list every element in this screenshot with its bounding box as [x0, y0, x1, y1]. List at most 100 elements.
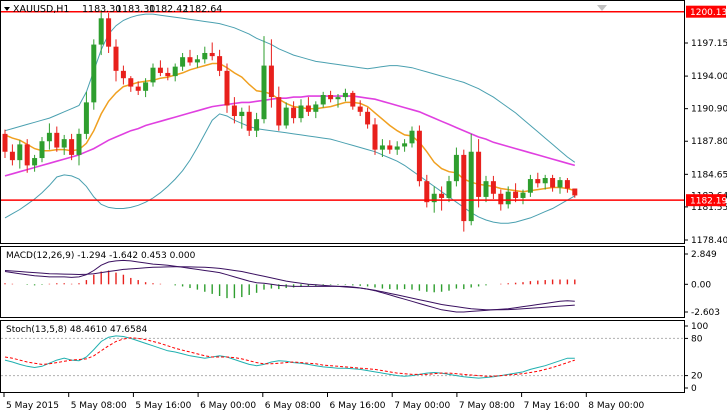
candle-body	[217, 56, 223, 71]
candle	[439, 186, 445, 211]
candle	[298, 99, 304, 123]
candle	[76, 128, 82, 166]
candle	[276, 86, 282, 131]
stochastic-panel	[0, 320, 685, 393]
candle	[261, 36, 267, 124]
candle	[239, 107, 245, 129]
candle	[446, 175, 452, 203]
macd-main-line	[4, 259, 575, 313]
price-tag-label: 1182.19	[690, 197, 727, 207]
candle-body	[268, 65, 274, 98]
candle	[24, 139, 30, 173]
candle-body	[194, 59, 200, 63]
candle	[172, 63, 178, 82]
candle-body	[157, 67, 163, 73]
candle	[128, 76, 134, 92]
shift-chart-triangle-icon[interactable]	[597, 5, 607, 11]
candle	[209, 42, 215, 61]
candle-body	[46, 132, 52, 142]
candle-body	[2, 133, 8, 152]
candle-body	[320, 95, 326, 105]
candle-body	[350, 92, 356, 107]
header-symbol: XAUUSD,H1	[13, 4, 69, 15]
header-close: 1182.64	[183, 4, 222, 15]
candle	[143, 78, 149, 98]
price-series-layer	[1, 9, 684, 232]
candle-body	[542, 178, 548, 184]
candle-body	[439, 193, 445, 198]
candle-body	[224, 70, 230, 106]
candle	[120, 65, 126, 85]
time-tick-label: 6 May 00:00	[200, 401, 256, 411]
candle	[39, 137, 45, 163]
stoch-tick-label: 80	[691, 334, 703, 344]
candle-body	[187, 57, 193, 63]
candle	[328, 90, 334, 103]
candle-body	[276, 97, 282, 126]
candle	[32, 154, 38, 172]
candle	[468, 133, 474, 226]
candle	[527, 174, 533, 197]
candle-body	[246, 111, 252, 131]
candle	[387, 140, 393, 154]
candle-body	[461, 154, 467, 222]
stoch-tick-label: 0	[691, 384, 697, 394]
candle	[365, 107, 371, 129]
price-tick-label: 1194.00	[691, 72, 727, 82]
candle-body	[520, 192, 526, 198]
price-tick-label: 1197.15	[691, 39, 727, 49]
macd-tick-label: 2.849	[691, 250, 717, 260]
candle-body	[387, 145, 393, 150]
candle	[135, 81, 141, 96]
candle	[564, 178, 570, 193]
candle-body	[298, 105, 304, 119]
candle-body	[372, 124, 378, 150]
candle-body	[135, 86, 141, 91]
candle-body	[357, 106, 363, 112]
candle-body	[76, 133, 82, 155]
candle	[335, 93, 341, 108]
candle	[461, 149, 467, 232]
candle	[194, 55, 200, 68]
candle	[424, 174, 430, 208]
time-tick-label: 5 May 08:00	[71, 401, 127, 411]
price-tick-label: 1187.80	[691, 137, 727, 147]
candle	[254, 112, 260, 138]
candle-body	[550, 178, 556, 188]
candle	[379, 139, 385, 157]
macd-tick-label: 0.00	[691, 280, 711, 290]
candle	[520, 189, 526, 205]
candle	[535, 172, 541, 188]
candle	[46, 123, 52, 150]
candle-body	[505, 191, 511, 205]
bollinger-middle-line	[4, 95, 576, 177]
bollinger-upper-line	[4, 13, 576, 163]
candle-body	[283, 107, 289, 126]
candle	[394, 141, 400, 155]
candle	[187, 49, 193, 66]
candle-body	[98, 18, 104, 45]
candle-body	[328, 95, 334, 100]
chart-menu-triangle-icon[interactable]	[4, 7, 10, 11]
time-tick-label: 7 May 08:00	[459, 401, 515, 411]
stochastic-series-layer	[1, 335, 684, 379]
candle-body	[143, 82, 149, 91]
axes-layer: 1197.15 1194.00 1190.90 1187.80 1184.65 1181.…	[3, 5, 727, 411]
candle	[268, 39, 274, 108]
candle	[490, 175, 496, 200]
candle-body	[172, 66, 178, 77]
candle-body	[453, 154, 459, 182]
candle-body	[9, 151, 15, 161]
stoch-tick-label: 20	[691, 372, 703, 382]
candle	[550, 174, 556, 192]
candle	[98, 9, 104, 56]
time-tick-label: 7 May 16:00	[524, 401, 580, 411]
candle	[165, 67, 171, 81]
candle-body	[202, 52, 208, 60]
candle	[357, 100, 363, 117]
candle	[224, 63, 230, 113]
candle	[9, 144, 15, 166]
candle-body	[402, 143, 408, 147]
stoch-main-line	[4, 335, 575, 379]
candle	[305, 97, 311, 117]
